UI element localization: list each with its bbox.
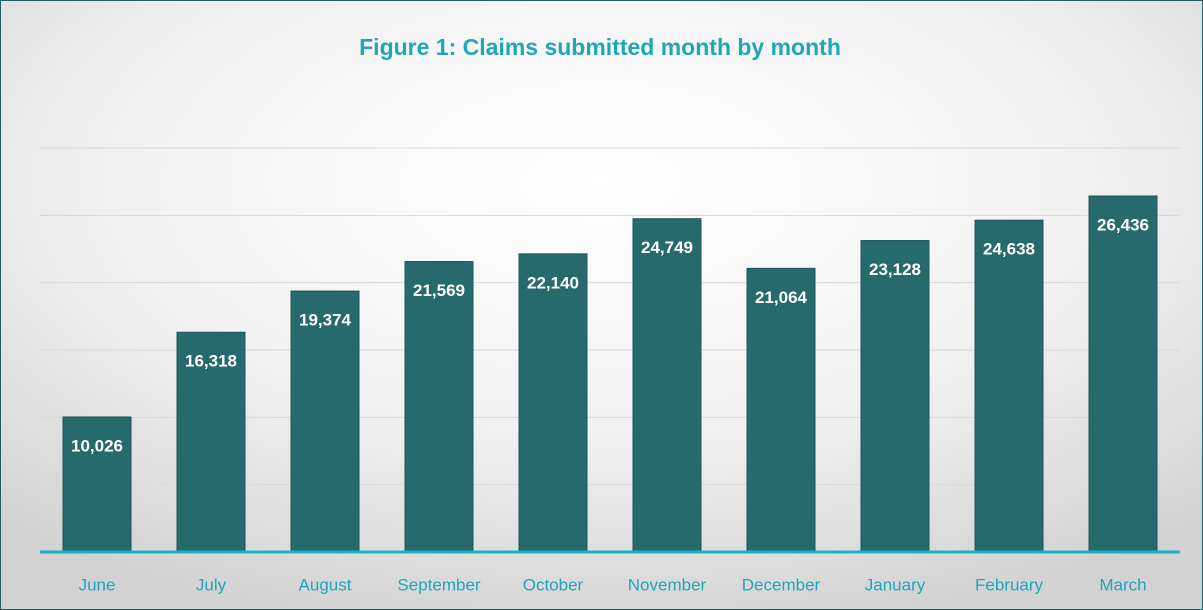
x-tick-label: December — [742, 575, 821, 594]
bar — [290, 290, 360, 553]
x-tick-label: October — [523, 575, 584, 594]
x-tick-label: November — [628, 575, 707, 594]
value-label: 19,374 — [299, 311, 352, 330]
x-tick-label: February — [975, 575, 1044, 594]
bar — [746, 267, 816, 553]
bar — [632, 218, 702, 553]
bar — [1088, 195, 1158, 553]
value-label: 23,128 — [869, 260, 921, 279]
x-tick-label: August — [299, 575, 352, 594]
x-tick-label: July — [196, 575, 227, 594]
value-label: 26,436 — [1097, 215, 1149, 234]
value-label: 24,638 — [983, 240, 1035, 259]
x-tick-label: September — [397, 575, 480, 594]
x-tick-label: January — [865, 575, 926, 594]
bar — [860, 240, 930, 553]
value-label: 10,026 — [71, 436, 123, 455]
x-tick-label: March — [1099, 575, 1146, 594]
value-label: 22,140 — [527, 273, 579, 292]
chart-title: Figure 1: Claims submitted month by mont… — [359, 34, 841, 60]
bar — [974, 219, 1044, 553]
x-tick-label: June — [79, 575, 116, 594]
bar — [62, 416, 132, 553]
bar — [518, 253, 588, 553]
bar — [404, 261, 474, 553]
value-label: 21,064 — [755, 288, 808, 307]
value-label: 16,318 — [185, 352, 237, 371]
value-label: 24,749 — [641, 238, 693, 257]
bar — [176, 331, 246, 553]
value-label: 21,569 — [413, 281, 465, 300]
